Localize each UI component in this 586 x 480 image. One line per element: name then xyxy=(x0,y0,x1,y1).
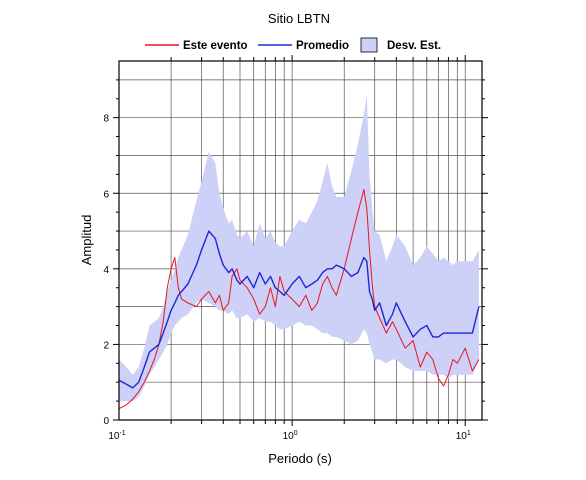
x-tick-label: 101 xyxy=(456,430,471,442)
x-axis-label: Periodo (s) xyxy=(268,451,332,466)
plot-frame xyxy=(118,60,483,421)
x-tick-label: 10-1 xyxy=(108,430,125,442)
x-tick-label-base: 10 xyxy=(456,431,468,442)
x-tick-label-base: 10 xyxy=(283,431,295,442)
y-tick-label: 4 xyxy=(103,265,109,276)
promedio-line xyxy=(119,230,480,389)
legend-label: Desv. Est. xyxy=(387,40,441,52)
y-axis-label: Amplitud xyxy=(79,215,94,266)
x-tick-label-exponent: -1 xyxy=(119,430,125,437)
x-tick-label: 100 xyxy=(283,430,298,442)
legend-swatch-band xyxy=(360,37,378,53)
este-evento-line xyxy=(119,189,480,410)
y-tick-label: 2 xyxy=(103,340,109,351)
legend: Este evento Promedio Desv. Est. xyxy=(145,37,441,53)
chart-title: Sitio LBTN xyxy=(268,11,330,26)
x-tick-label-base: 10 xyxy=(108,431,120,442)
y-tick-label: 8 xyxy=(103,114,109,125)
legend-label: Este evento xyxy=(183,40,248,52)
legend-label: Promedio xyxy=(296,40,349,52)
data-layer xyxy=(119,95,480,410)
y-tick-label: 6 xyxy=(103,189,109,200)
std-dev-band xyxy=(119,95,479,402)
x-tick-label-exponent: 0 xyxy=(294,430,298,437)
y-tick-label: 0 xyxy=(103,416,109,427)
x-tick-label-exponent: 1 xyxy=(467,430,471,437)
